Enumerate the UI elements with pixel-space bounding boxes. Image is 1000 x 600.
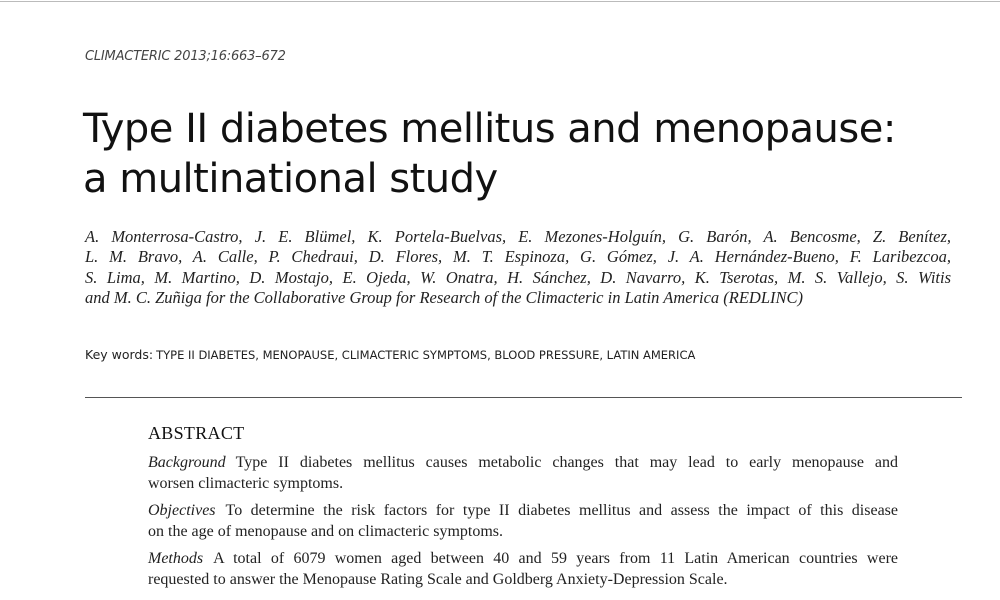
section-text: requested to answer the Menopause Rating…: [148, 571, 728, 588]
section-text: worsen climacteric symptoms.: [148, 475, 344, 492]
abstract-section: Background Type II diabetes mellitus caus…: [148, 452, 898, 494]
top-border: [0, 1, 1000, 2]
abstract-heading: ABSTRACT: [148, 423, 245, 443]
author-line: S. Lima, M. Martino, D. Mostajo, E. Ojed…: [85, 267, 951, 287]
keywords-label: Key words:: [85, 347, 154, 362]
keywords-value: TYPE II DIABETES, MENOPAUSE, CLIMACTERIC…: [156, 348, 696, 362]
abstract-section: Methods A total of 6079 women aged betwee…: [148, 548, 898, 590]
article-title: Type II diabetes mellitus and menopause:…: [83, 104, 896, 204]
author-line: and M. C. Zuñiga for the Collaborative G…: [85, 287, 804, 307]
abstract-section: Objectives To determine the risk factors …: [148, 500, 898, 542]
section-text: A total of 6079 women aged between 40 an…: [213, 550, 898, 567]
section-text: on the age of menopause and on climacter…: [148, 523, 504, 540]
section-label: Background: [148, 454, 226, 471]
author-line: A. Monterrosa-Castro, J. E. Blümel, K. P…: [85, 227, 951, 246]
authors: A. Monterrosa-Castro, J. E. Blümel, K. P…: [85, 227, 951, 308]
divider: [85, 397, 962, 398]
author-line: L. M. Bravo, A. Calle, P. Chedraui, D. F…: [85, 247, 951, 267]
journal-citation: CLIMACTERIC 2013;16:663–672: [85, 49, 286, 64]
section-label: Objectives: [148, 502, 216, 519]
section-label: Methods: [148, 550, 204, 567]
section-text: To determine the risk factors for type I…: [225, 502, 898, 519]
title-line: Type II diabetes mellitus and menopause:: [83, 106, 896, 152]
section-text: Type II diabetes mellitus causes metabol…: [235, 454, 898, 471]
abstract: ABSTRACT Background Type II diabetes mell…: [148, 423, 898, 596]
keywords: Key words: TYPE II DIABETES, MENOPAUSE, C…: [85, 347, 695, 362]
title-line: a multinational study: [83, 156, 498, 202]
